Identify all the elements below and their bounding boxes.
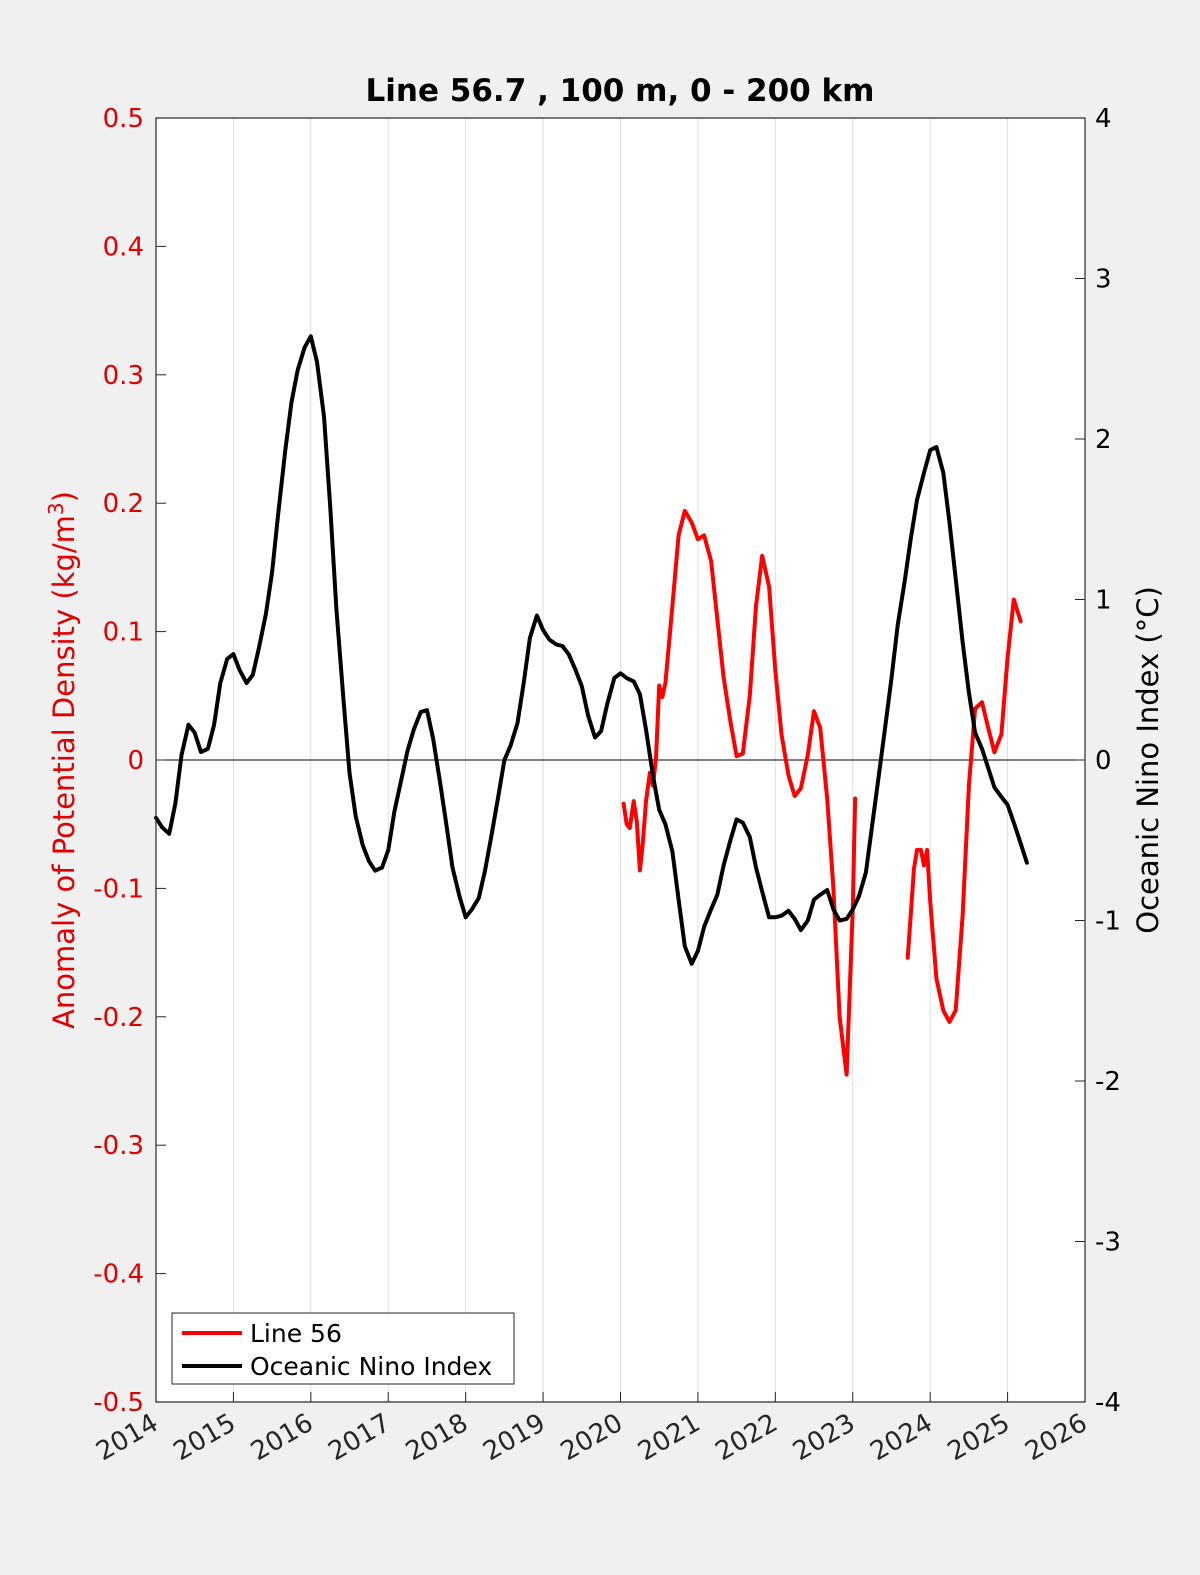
left-tick-label: -0.2 — [93, 1003, 144, 1033]
x-tick-label: 2016 — [246, 1408, 318, 1467]
legend-label-line56: Line 56 — [250, 1319, 342, 1348]
right-tick-label: 1 — [1095, 586, 1112, 616]
left-tick-label: 0.3 — [103, 361, 144, 391]
left-tick-label: 0.4 — [103, 232, 144, 262]
left-axis-ticks: 0.5 0.4 0.3 0.2 0.1 0 -0.1 -0.2 -0.3 -0.4 -0.5 — [93, 104, 166, 1418]
left-tick-label: -0.5 — [93, 1388, 144, 1418]
series-line-56-segment-1 — [621, 508, 858, 1077]
x-tick-label: 2020 — [556, 1408, 628, 1467]
right-tick-label: 4 — [1095, 104, 1112, 134]
x-axis-ticks: 2014 2015 2016 2017 2018 2019 2020 2021 2022 2023… — [91, 1392, 1093, 1467]
x-tick-label: 2024 — [865, 1408, 937, 1467]
x-tick-label: 2015 — [169, 1408, 241, 1467]
left-tick-label: -0.1 — [93, 874, 144, 904]
right-axis-ticks: 4 3 2 1 0 -1 -2 -3 -4 — [1075, 104, 1121, 1418]
x-tick-label: 2025 — [943, 1408, 1015, 1467]
left-axis-label: Anomaly of Potential Density (kg/m3) — [44, 491, 81, 1029]
left-tick-label: 0.1 — [103, 618, 144, 648]
right-tick-label: 2 — [1095, 425, 1112, 455]
left-tick-label: -0.4 — [93, 1260, 144, 1290]
legend-label-oni: Oceanic Nino Index — [250, 1352, 492, 1381]
right-tick-label: -4 — [1095, 1388, 1121, 1418]
right-tick-label: 3 — [1095, 265, 1112, 295]
right-axis-label: Oceanic Nino Index (°C) — [1131, 586, 1165, 934]
left-tick-label: 0.2 — [103, 489, 144, 519]
chart-title: Line 56.7 , 100 m, 0 - 200 km — [366, 73, 875, 109]
series-layer — [154, 334, 1029, 1077]
right-tick-label: -1 — [1095, 907, 1121, 937]
legend: Line 56 Oceanic Nino Index — [171, 1312, 515, 1385]
series-line-56-segment-2 — [905, 597, 1023, 1024]
left-tick-label: 0.5 — [103, 104, 144, 134]
x-tick-label: 2022 — [711, 1408, 783, 1467]
x-tick-label: 2023 — [788, 1408, 860, 1467]
right-tick-label: -2 — [1095, 1067, 1121, 1097]
x-tick-label: 2017 — [323, 1408, 395, 1467]
x-tick-label: 2019 — [478, 1408, 550, 1467]
right-tick-label: -3 — [1095, 1228, 1121, 1258]
x-tick-label: 2026 — [1020, 1408, 1092, 1467]
left-tick-label: 0 — [127, 746, 144, 776]
x-tick-label: 2018 — [401, 1408, 473, 1467]
x-tick-label: 2021 — [633, 1408, 705, 1467]
left-tick-label: -0.3 — [93, 1131, 144, 1161]
legend-box — [171, 1312, 515, 1385]
right-tick-label: 0 — [1095, 746, 1112, 776]
series-oceanic-nino-index-segment-1 — [154, 334, 1029, 966]
